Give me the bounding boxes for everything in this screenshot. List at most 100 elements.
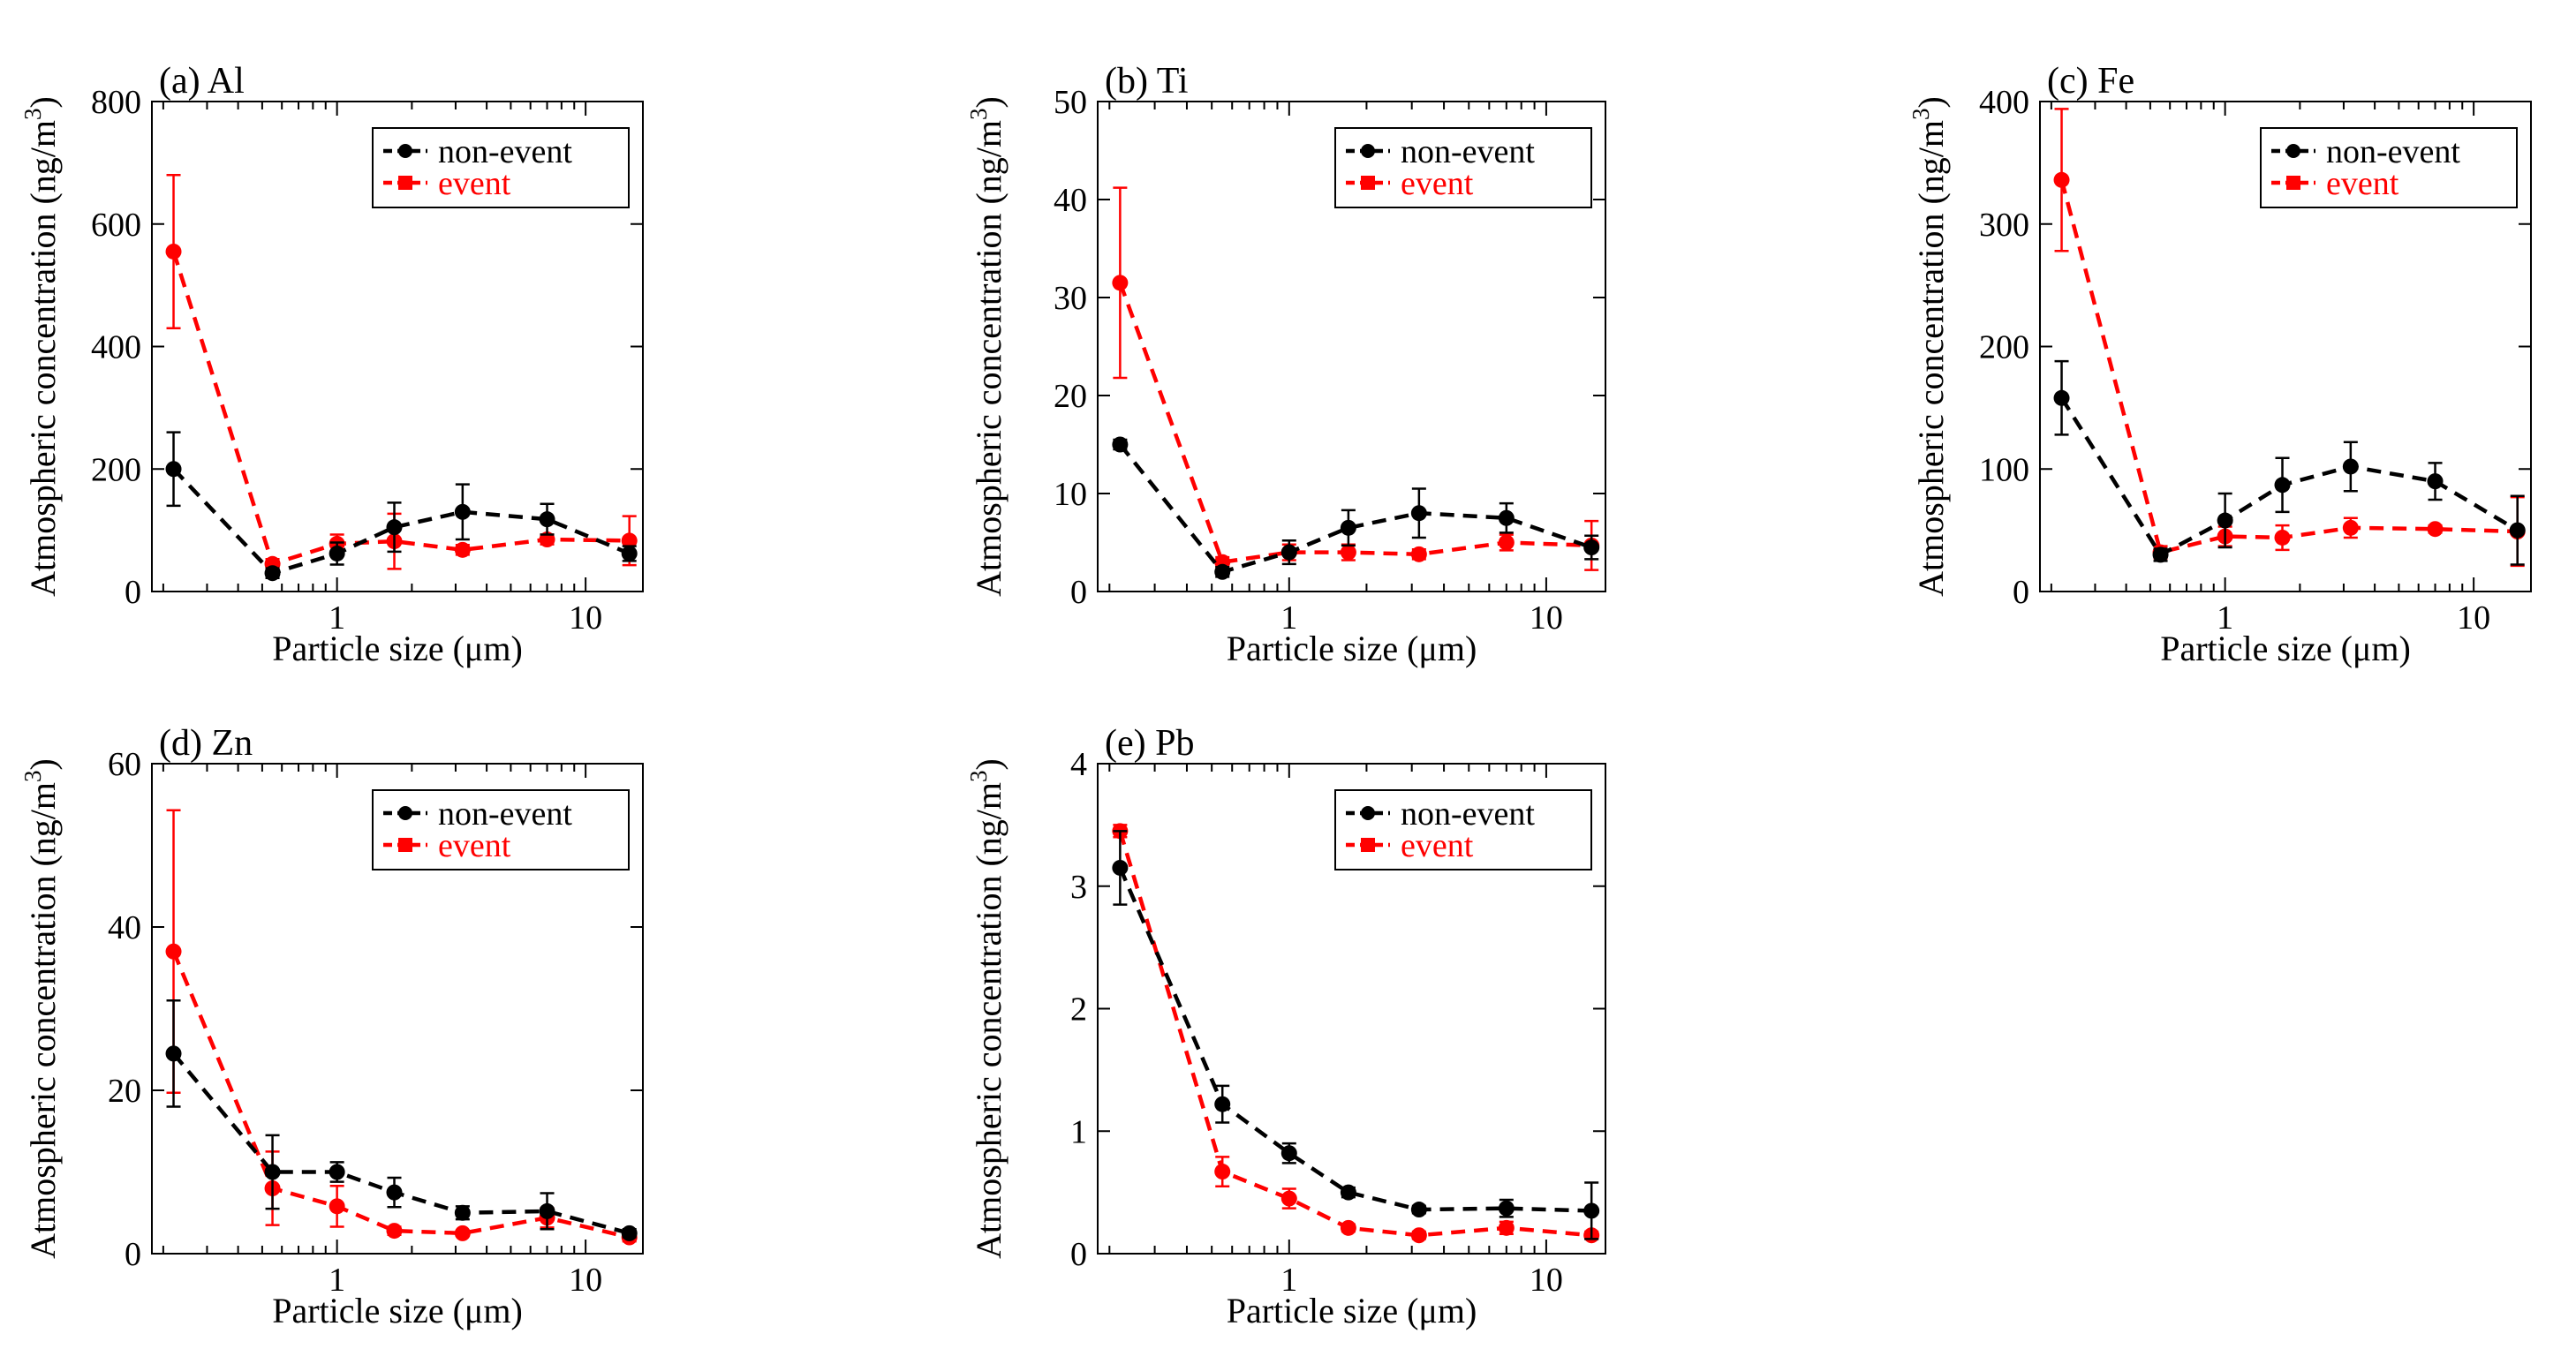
x-axis-label: Particle size (μm) xyxy=(2160,629,2411,668)
series-line-non-event xyxy=(171,467,631,576)
legend-marker-non-event xyxy=(398,144,412,158)
y-tick-label: 800 xyxy=(91,84,141,121)
plot-frame xyxy=(151,763,644,1255)
y-tick-label: 40 xyxy=(1054,182,1087,219)
data-point-event xyxy=(329,1198,345,1215)
data-point-event xyxy=(454,1225,471,1241)
legend-label-event: event xyxy=(438,165,511,202)
chart-panel-4: 0 20 40 60 1 10 Particle size (μm) Atmospheric … xyxy=(19,723,644,1330)
data-point-event xyxy=(1280,1190,1297,1207)
legend-label-event: event xyxy=(2326,165,2399,202)
panel-title: (d) Zn xyxy=(159,723,253,764)
data-point-non-event xyxy=(1410,1202,1427,1218)
data-point-non-event xyxy=(329,545,345,561)
data-point-non-event xyxy=(264,565,281,582)
series-line-event xyxy=(1118,282,1592,565)
y-axis-label-close: ) xyxy=(969,758,1008,770)
panel-title: (e) Pb xyxy=(1105,723,1194,764)
data-point-non-event xyxy=(165,1045,182,1062)
series-line-event xyxy=(171,251,630,567)
series-line-non-event xyxy=(1118,867,1592,1213)
y-axis-label-sup: 3 xyxy=(19,108,46,120)
data-point-non-event xyxy=(2053,389,2070,406)
series-line-event xyxy=(2059,179,2518,555)
data-point-event xyxy=(2274,529,2291,546)
y-tick-label: 400 xyxy=(91,329,141,366)
series-non-event xyxy=(1112,830,1600,1240)
data-point-non-event xyxy=(1498,509,1515,526)
data-point-event xyxy=(1340,544,1356,561)
legend-marker-non-event xyxy=(1361,806,1375,820)
x-axis-label: Particle size (μm) xyxy=(272,629,523,668)
legend-label-non-event: non-event xyxy=(438,133,572,170)
data-point-event xyxy=(1498,1219,1515,1236)
data-point-non-event xyxy=(1340,1184,1356,1201)
legend-box xyxy=(1334,789,1592,870)
legend-label-event: event xyxy=(1401,827,1474,864)
y-axis-label-close: ) xyxy=(23,758,63,770)
y-tick-label: 3 xyxy=(1070,869,1087,906)
legend-marker-non-event xyxy=(398,806,412,820)
series-line-non-event xyxy=(171,1051,631,1236)
y-tick-label: 4 xyxy=(1070,746,1087,783)
x-tick-label: 10 xyxy=(569,599,602,637)
data-point-non-event xyxy=(454,503,471,520)
legend-marker-event xyxy=(398,176,412,190)
data-point-non-event xyxy=(621,545,638,561)
legend-label-event: event xyxy=(1401,165,1474,202)
y-tick-label: 0 xyxy=(2013,574,2029,611)
panel-title: (a) Al xyxy=(159,61,245,102)
y-axis-label-text: Atmospheric concentration (ng/m xyxy=(1911,120,1951,597)
y-tick-label: 50 xyxy=(1054,84,1087,121)
data-point-event xyxy=(1410,546,1427,562)
data-point-event xyxy=(454,541,471,558)
legend-label-non-event: non-event xyxy=(2326,133,2460,170)
y-axis-label-sup: 3 xyxy=(19,770,46,782)
y-axis-label-sup: 3 xyxy=(965,770,992,782)
y-tick-label: 20 xyxy=(1054,378,1087,415)
legend-label-non-event: non-event xyxy=(1401,795,1535,833)
x-tick-label: 1 xyxy=(329,599,345,637)
y-axis-label: Atmospheric concentration (ng/m3) xyxy=(19,758,63,1259)
y-tick-label: 0 xyxy=(1070,574,1087,611)
legend-marker-non-event xyxy=(2286,144,2300,158)
data-point-non-event xyxy=(2427,473,2444,490)
series-non-event xyxy=(165,431,638,582)
y-axis-label: Atmospheric concentration (ng/m3) xyxy=(1907,96,1951,597)
data-point-non-event xyxy=(621,1225,638,1241)
y-axis-label: Atmospheric concentration (ng/m3) xyxy=(19,96,63,597)
data-point-non-event xyxy=(386,1184,403,1201)
y-axis-label: Atmospheric concentration (ng/m3) xyxy=(965,758,1008,1259)
y-tick-label: 10 xyxy=(1054,476,1087,513)
y-tick-label: 100 xyxy=(1979,451,2029,488)
y-axis-label-close: ) xyxy=(969,96,1008,108)
series-non-event xyxy=(1112,436,1600,580)
y-tick-label: 60 xyxy=(108,746,141,783)
y-axis-label-sup: 3 xyxy=(1907,108,1934,120)
y-tick-label: 200 xyxy=(1979,329,2029,366)
y-tick-label: 0 xyxy=(1070,1236,1087,1273)
legend-marker-event xyxy=(398,838,412,852)
legend-label-non-event: non-event xyxy=(438,795,572,833)
legend-marker-event xyxy=(1361,176,1375,190)
x-tick-label: 10 xyxy=(569,1262,602,1299)
data-point-non-event xyxy=(1410,505,1427,522)
y-tick-label: 1 xyxy=(1070,1113,1087,1150)
data-point-event xyxy=(1410,1227,1427,1244)
y-tick-label: 2 xyxy=(1070,991,1087,1029)
y-axis-label-close: ) xyxy=(23,96,63,108)
legend-label-event: event xyxy=(438,827,511,864)
y-tick-label: 20 xyxy=(108,1073,141,1110)
series-line-event xyxy=(1118,830,1592,1238)
y-tick-label: 200 xyxy=(91,451,141,488)
y-tick-label: 300 xyxy=(1979,207,2029,244)
x-tick-label: 1 xyxy=(329,1262,345,1299)
series-event xyxy=(165,174,638,572)
chart-panel-2: 0 10 20 30 40 50 1 10 Particle size (μm) Atmosphe… xyxy=(965,61,1606,668)
x-tick-label: 1 xyxy=(1280,1262,1297,1299)
legend-box xyxy=(2260,127,2518,208)
data-point-event xyxy=(165,943,182,960)
